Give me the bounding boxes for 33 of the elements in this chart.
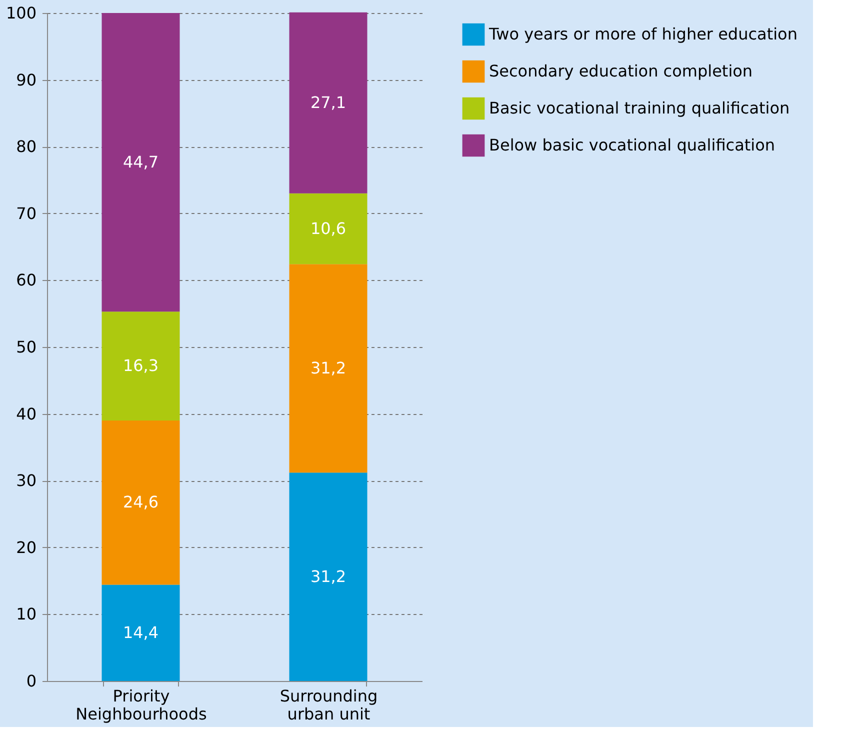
data-label: 27,1 — [310, 92, 346, 112]
y-tick-label: 80 — [16, 137, 36, 156]
y-tick-label: 50 — [16, 338, 36, 356]
bar — [289, 264, 368, 473]
bar — [289, 12, 368, 194]
y-tick-label: 90 — [16, 70, 36, 90]
legend-label: Secondary education completion — [489, 62, 753, 80]
bar — [289, 193, 368, 264]
y-tick-label: 100 — [6, 4, 36, 22]
data-label: 16,3 — [122, 356, 159, 376]
y-tick-label: 60 — [16, 270, 36, 290]
bar — [102, 13, 180, 312]
y-tick-label: 0 — [26, 672, 36, 690]
y-tick-label: 70 — [16, 204, 36, 223]
y-tick-label: 20 — [16, 538, 36, 557]
legend-label: Two years or more of higher education — [488, 24, 798, 44]
y-tick-label: 30 — [16, 471, 36, 490]
bar — [102, 312, 180, 420]
data-label: 24,6 — [122, 492, 159, 512]
x-tick-label: Surrounding urban unit — [280, 686, 378, 724]
data-label: 44,7 — [122, 152, 159, 172]
x-tick-label: Priority Neighbourhoods — [76, 686, 207, 724]
y-tick-label: 40 — [16, 404, 36, 424]
bar — [102, 584, 180, 681]
bar — [102, 420, 180, 585]
bar — [289, 472, 368, 681]
data-label: 14,4 — [122, 622, 159, 642]
legend-label: Below basic vocational qualification — [489, 136, 776, 154]
data-label: 31,2 — [310, 566, 346, 586]
data-label: 10,6 — [310, 218, 346, 238]
legend-label: Basic vocational training qualification — [489, 98, 790, 118]
y-tick-label: 10 — [16, 604, 36, 624]
data-label: 31,2 — [310, 358, 346, 378]
